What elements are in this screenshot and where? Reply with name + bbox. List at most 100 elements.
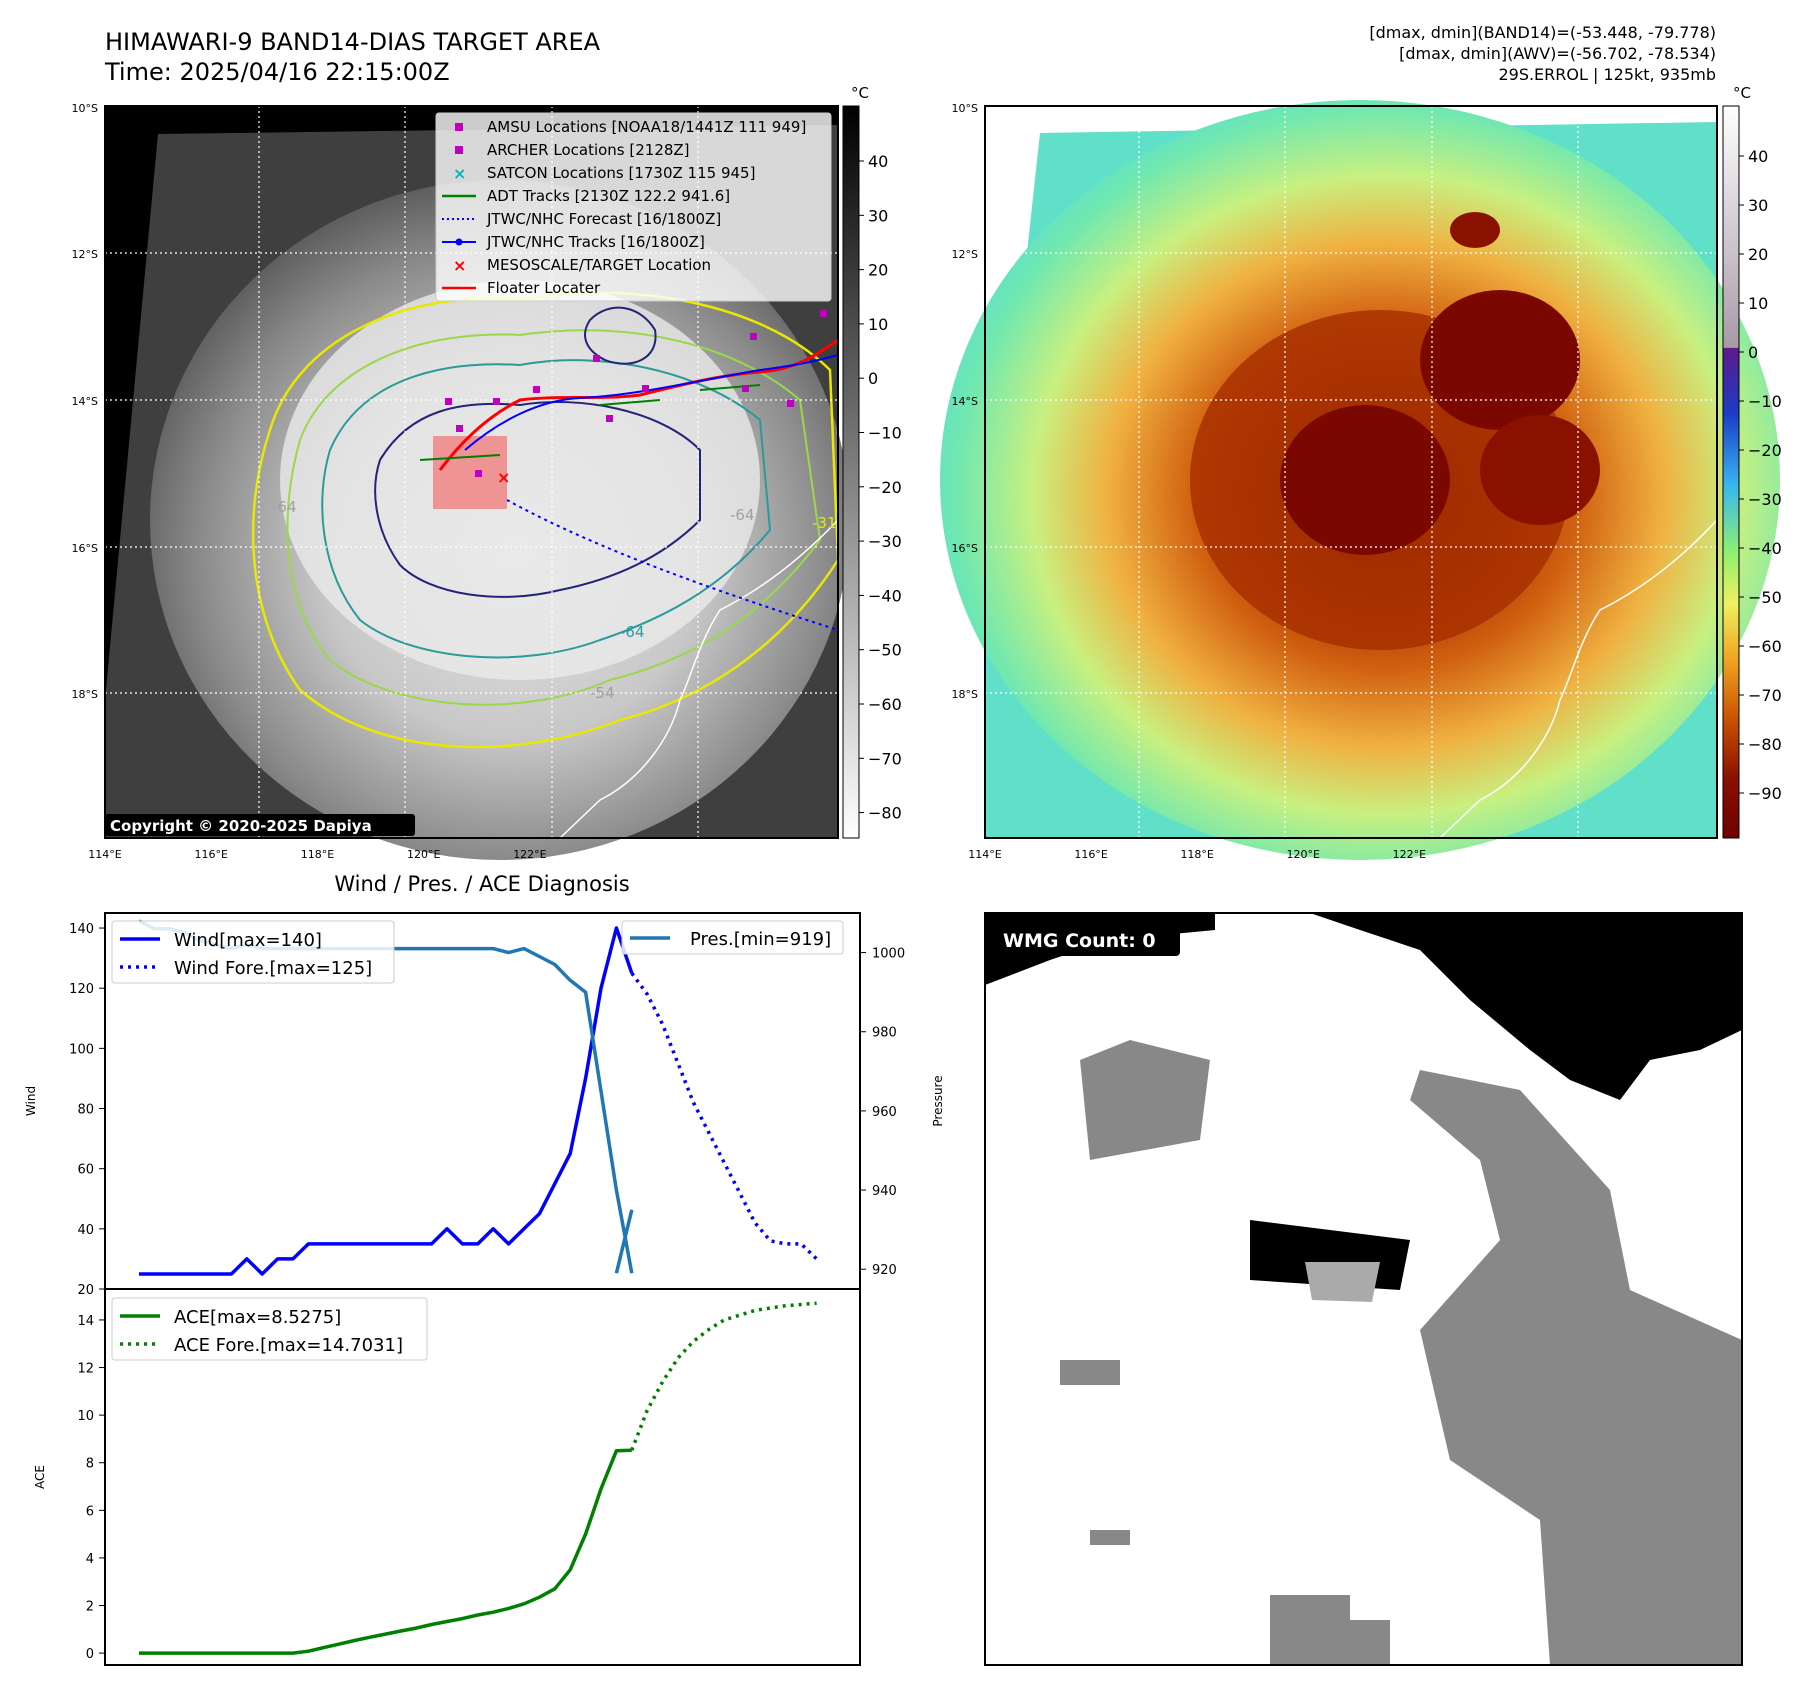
ace-tick-label: 4 — [86, 1552, 94, 1567]
pressure-legend-label: Pres.[min=919] — [690, 929, 831, 950]
wind-tick-label: 20 — [77, 1283, 94, 1298]
ace-tick-label: 14 — [77, 1314, 94, 1329]
lat-tick-label: 12°S — [952, 248, 978, 261]
legend-label: JTWC/NHC Tracks [16/1800Z] — [486, 233, 705, 251]
info-line-3: 29S.ERROL | 125kt, 935mb — [1498, 65, 1716, 84]
colorbar-tick-label: −50 — [868, 641, 902, 660]
jtwc-track — [464, 354, 839, 451]
colorbar-tick-label: −70 — [868, 749, 902, 768]
ace-axis-label: ACE — [33, 1465, 47, 1489]
colorbar-tick-label: 30 — [868, 206, 888, 225]
wmg-gray-patch — [1090, 1530, 1130, 1545]
info-line-1: [dmax, dmin](BAND14)=(-53.448, -79.778) — [1369, 23, 1716, 42]
map2-coastline — [1439, 519, 1718, 839]
colorbar-tick-label: −30 — [1748, 490, 1782, 509]
wind-forecast-legend-label: Wind Fore.[max=125] — [174, 958, 372, 979]
adt-tracks — [419, 384, 761, 461]
wind-series-line — [139, 926, 634, 1276]
colorbar-tick-label: −10 — [868, 424, 902, 443]
lat-tick-label: 18°S — [72, 688, 98, 701]
wind-tick-label: 40 — [77, 1223, 94, 1238]
colorbar-tick-label: −20 — [1748, 441, 1782, 460]
lon-tick-label: 118°E — [1180, 848, 1213, 861]
pressure-tick-label: 960 — [872, 1105, 897, 1120]
legend-marker-x: × — [453, 164, 466, 183]
lat-tick-label: 18°S — [952, 688, 978, 701]
copyright-text: Copyright © 2020-2025 Dapiya — [110, 817, 372, 835]
lon-tick-label: 120°E — [407, 848, 440, 861]
pressure-tick-label: 1000 — [872, 947, 905, 962]
wmg-gray-region — [1080, 1040, 1210, 1160]
map1-colorbar: °C 40 30 20 10 0 −10 −20 −30 −40 −50 −60 −70 −80 — [842, 84, 902, 839]
colorbar-tick-label: −20 — [868, 478, 902, 497]
colorbar-tick-label: 20 — [1748, 245, 1768, 264]
map1-cdo — [280, 280, 760, 680]
map1-contour-teal — [321, 359, 772, 659]
colorbar-tick-label: 20 — [868, 261, 888, 280]
wind-tick-label: 80 — [77, 1103, 94, 1118]
wmg-gray-region — [1410, 1070, 1742, 1665]
legend-marker-square — [455, 146, 463, 154]
colorbar-tick-label: −40 — [868, 586, 902, 605]
colorbar-tick-label: 40 — [1748, 147, 1768, 166]
ace-tick-label: 6 — [86, 1504, 94, 1519]
colorbar-tick-label: −10 — [1748, 392, 1782, 411]
legend-label: MESOSCALE/TARGET Location — [487, 256, 711, 274]
target-area-box — [433, 436, 507, 509]
diagnosis-title: Wind / Pres. / ACE Diagnosis — [334, 872, 629, 896]
colorbar-tick-label: −60 — [1748, 637, 1782, 656]
map2-frame — [984, 105, 1718, 839]
legend-marker-x: × — [453, 256, 466, 275]
map2-gridlines — [985, 106, 1717, 838]
colorbar-tick-label: −50 — [1748, 588, 1782, 607]
ir-color-map — [940, 100, 1780, 860]
lat-tick-label: 12°S — [72, 248, 98, 261]
legend-label: ADT Tracks [2130Z 122.2 941.6] — [487, 187, 730, 205]
figure-time: Time: 2025/04/16 22:15:00Z — [104, 58, 450, 86]
pressure-series-line — [614, 1209, 634, 1274]
ace-tick-label: 10 — [77, 1409, 94, 1424]
figure-title: HIMAWARI-9 BAND14-DIAS TARGET AREA — [105, 28, 601, 56]
contour-label: -54 — [590, 684, 615, 702]
map1-frame — [104, 105, 839, 839]
pressure-legend: Pres.[min=919] — [621, 920, 844, 955]
colorbar-tick-label: −30 — [868, 532, 902, 551]
wind-legend-label: Wind[max=140] — [174, 930, 322, 951]
colorbar-tick-label: −60 — [868, 695, 902, 714]
ace-series-line — [139, 1448, 632, 1655]
lat-tick-label: 16°S — [952, 542, 978, 555]
legend-marker-square — [455, 123, 463, 131]
lat-tick-label: 10°S — [952, 102, 978, 115]
lon-tick-label: 118°E — [301, 848, 334, 861]
ace-tick-label: 2 — [86, 1600, 94, 1615]
map1-legend: AMSU Locations [NOAA18/1441Z 111 949] ARC… — [435, 112, 832, 302]
colorbar-tick-label: 30 — [1748, 196, 1768, 215]
colorbar1-unit: °C — [851, 84, 869, 102]
map2-convective-cell — [1450, 212, 1500, 248]
wind-legend: Wind[max=140] Wind Fore.[max=125] — [111, 920, 395, 984]
pressure-tick-label: 980 — [872, 1026, 897, 1041]
lon-tick-label: 116°E — [1074, 848, 1107, 861]
contour-label: -64 — [620, 623, 645, 641]
colorbar-tick-label: −90 — [1748, 784, 1782, 803]
ace-tick-label: 8 — [86, 1457, 94, 1472]
colorbar-tick-label: −80 — [868, 804, 902, 823]
wmg-panel: WMG Count: 0 — [984, 912, 1743, 1666]
colorbar-tick-label: −40 — [1748, 539, 1782, 558]
colorbar-tick-label: 0 — [1748, 343, 1758, 362]
lon-tick-label: 116°E — [195, 848, 228, 861]
ace-tick-label: 0 — [86, 1647, 94, 1662]
map2-convective-cell — [1480, 415, 1600, 525]
ace-forecast-legend-label: ACE Fore.[max=14.7031] — [174, 1335, 403, 1356]
wmg-count-label: WMG Count: 0 — [1003, 930, 1156, 952]
amsu-archer-markers — [445, 310, 827, 477]
wmg-count-badge — [992, 923, 1180, 956]
map1-coastline — [559, 519, 839, 839]
legend-label: Floater Locater — [487, 279, 601, 297]
legend-label: AMSU Locations [NOAA18/1441Z 111 949] — [487, 118, 806, 136]
lon-tick-label: 114°E — [968, 848, 1001, 861]
legend-label: SATCON Locations [1730Z 115 945] — [487, 164, 755, 182]
legend-box — [435, 112, 832, 302]
colorbar2-unit: °C — [1733, 84, 1751, 102]
contour-label: -64 — [730, 506, 755, 524]
